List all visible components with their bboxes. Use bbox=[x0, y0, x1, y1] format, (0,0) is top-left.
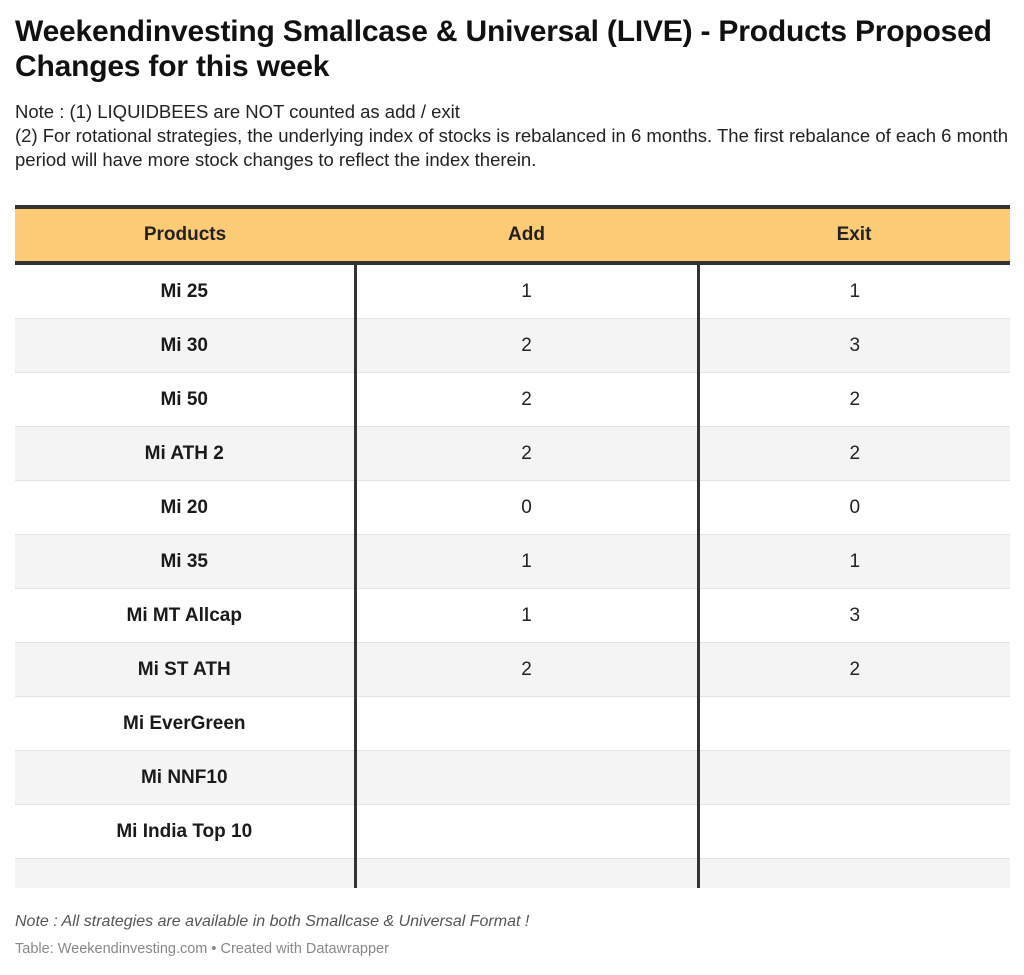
add-cell: 2 bbox=[353, 318, 700, 373]
product-cell: Mi India Top 10 bbox=[15, 804, 355, 859]
exit-cell: 2 bbox=[698, 372, 1010, 427]
table-row: Mi ST ATH 2 2 bbox=[15, 642, 1010, 697]
header-products: Products bbox=[15, 205, 355, 265]
add-cell: 1 bbox=[353, 534, 700, 589]
product-cell: Mi ST ATH bbox=[15, 642, 355, 697]
product-cell: Mi 25 bbox=[15, 263, 355, 319]
exit-cell bbox=[698, 696, 1010, 751]
add-cell bbox=[353, 750, 700, 805]
table-row: Mi 50 2 2 bbox=[15, 372, 1010, 427]
notes: Note : (1) LIQUIDBEES are NOT counted as… bbox=[15, 100, 1010, 172]
header-block: Weekendinvesting Smallcase & Universal (… bbox=[15, 14, 1010, 172]
product-cell: Mi MT Allcap bbox=[15, 588, 355, 643]
source-credit: Table: Weekendinvesting.com • Created wi… bbox=[15, 941, 389, 957]
exit-cell: 1 bbox=[698, 263, 1010, 319]
add-cell: 1 bbox=[353, 263, 700, 319]
product-cell: Mi 50 bbox=[15, 372, 355, 427]
table-row: Mi ATH 2 2 2 bbox=[15, 426, 1010, 481]
add-cell bbox=[353, 696, 700, 751]
add-cell: 1 bbox=[353, 588, 700, 643]
table-row: Mi 20 0 0 bbox=[15, 480, 1010, 535]
table-row: Mi NNF10 bbox=[15, 750, 1010, 805]
exit-cell: 1 bbox=[698, 534, 1010, 589]
note-line-2: (2) For rotational strategies, the under… bbox=[15, 125, 1009, 170]
footer-note: Note : All strategies are available in b… bbox=[15, 913, 530, 930]
exit-cell bbox=[698, 804, 1010, 859]
table-row: Mi MT Allcap 1 3 bbox=[15, 588, 1010, 643]
product-cell: Mi 20 bbox=[15, 480, 355, 535]
note-line-1: Note : (1) LIQUIDBEES are NOT counted as… bbox=[15, 101, 460, 122]
header-exit: Exit bbox=[698, 205, 1010, 265]
exit-cell: 3 bbox=[698, 318, 1010, 373]
add-cell: 2 bbox=[353, 372, 700, 427]
exit-cell: 0 bbox=[698, 480, 1010, 535]
empty-table-row bbox=[15, 858, 1010, 888]
product-cell: Mi 35 bbox=[15, 534, 355, 589]
product-cell: Mi EverGreen bbox=[15, 696, 355, 751]
add-cell bbox=[353, 804, 700, 859]
table-row: Mi 25 1 1 bbox=[15, 263, 1010, 319]
table-row: Mi India Top 10 bbox=[15, 804, 1010, 859]
table-header-row: Products Add Exit bbox=[15, 205, 1010, 265]
table-row: Mi EverGreen bbox=[15, 696, 1010, 751]
empty-cell bbox=[15, 858, 355, 888]
empty-cell bbox=[698, 858, 1010, 888]
add-cell: 0 bbox=[353, 480, 700, 535]
product-cell: Mi 30 bbox=[15, 318, 355, 373]
header-add: Add bbox=[355, 205, 698, 265]
exit-cell: 3 bbox=[698, 588, 1010, 643]
table-row: Mi 30 2 3 bbox=[15, 318, 1010, 373]
exit-cell: 2 bbox=[698, 426, 1010, 481]
products-table: Products Add Exit Mi 25 1 1 Mi 30 2 3 Mi… bbox=[15, 205, 1010, 888]
page-title: Weekendinvesting Smallcase & Universal (… bbox=[15, 15, 992, 83]
table-row: Mi 35 1 1 bbox=[15, 534, 1010, 589]
add-cell: 2 bbox=[353, 642, 700, 697]
product-cell: Mi NNF10 bbox=[15, 750, 355, 805]
exit-cell: 2 bbox=[698, 642, 1010, 697]
empty-cell bbox=[353, 858, 700, 888]
add-cell: 2 bbox=[353, 426, 700, 481]
exit-cell bbox=[698, 750, 1010, 805]
product-cell: Mi ATH 2 bbox=[15, 426, 355, 481]
